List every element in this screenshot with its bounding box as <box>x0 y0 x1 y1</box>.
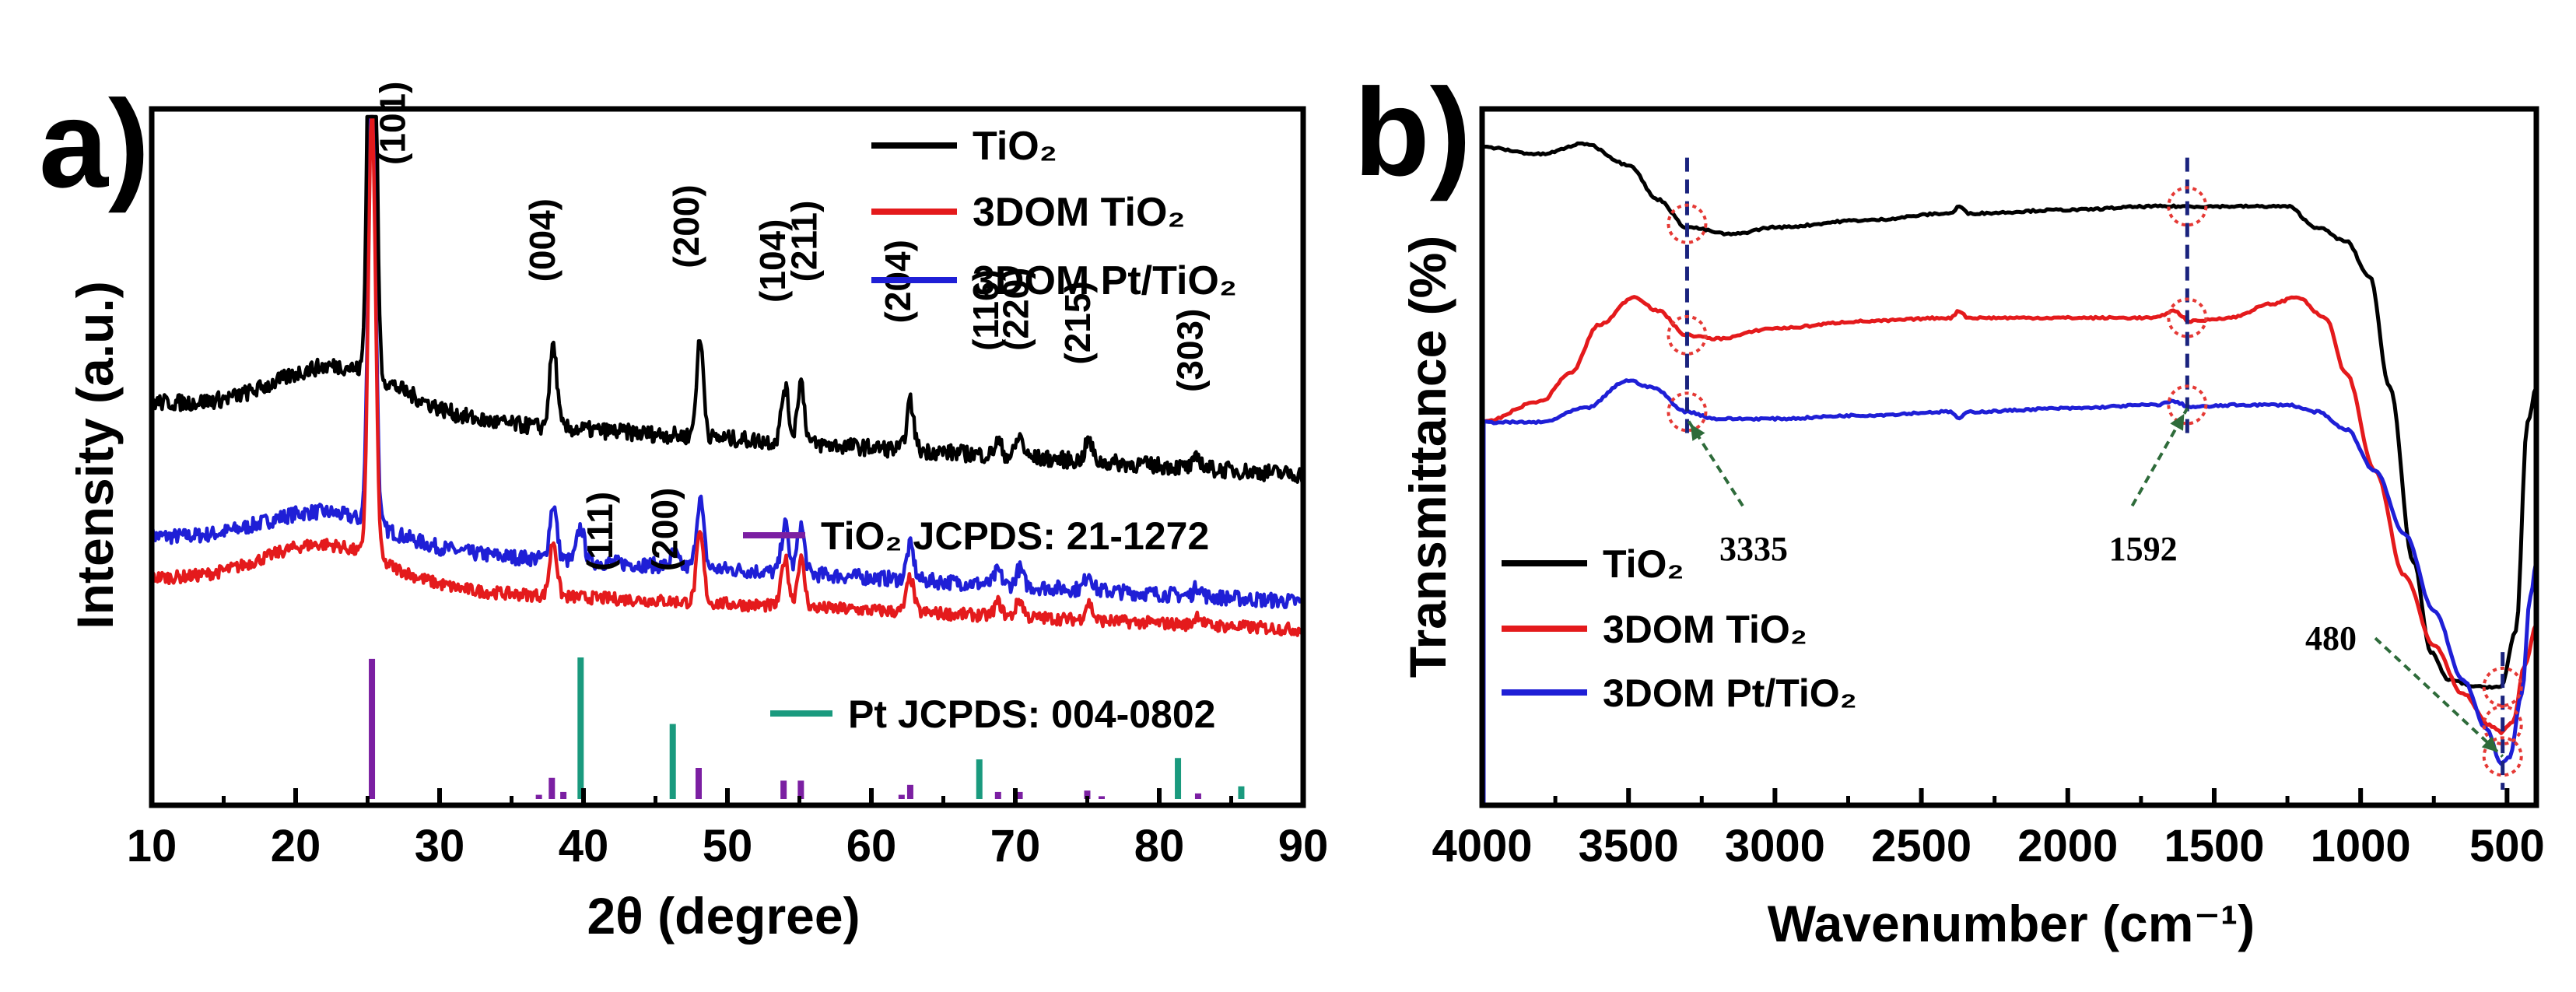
xrd-series-0 <box>149 114 1306 484</box>
peak-label-group: (104) <box>752 219 793 303</box>
ftir-series-2 <box>1481 378 2539 766</box>
ftir-series-1 <box>1481 295 2539 735</box>
legend-label-1: 3DOM TiO₂ <box>973 190 1186 235</box>
peak-label: (101) <box>373 82 413 165</box>
panel-a-label: a) <box>39 74 149 213</box>
panel-a-y-label: Intensity (a.u.) <box>66 281 124 629</box>
peak-label: (303) <box>1170 309 1211 392</box>
annotation-label-1: 1592 <box>2109 530 2178 568</box>
band-marker <box>1667 314 1708 356</box>
legend-label-0: TiO₂ <box>973 124 1057 169</box>
panel-a-x-label: 2θ (degree) <box>587 887 860 945</box>
annotation-arrow-2 <box>2374 636 2504 758</box>
panel-a-x-axis: 10 20 30 40 50 60 70 80 90 <box>127 788 1329 871</box>
panel-a: a) (101)(004) (200) (104)(211) (204) (116)(2… <box>39 74 1328 945</box>
peak-label: (220) <box>996 268 1036 351</box>
band-marker <box>1667 391 1708 433</box>
annotation-label-2: 480 <box>2305 619 2357 657</box>
legend-label-2: 3DOM Pt/TiO₂ <box>973 258 1237 303</box>
peak-label: (104) <box>752 219 793 303</box>
panel-a-plot: (101)(004) (200) (104)(211) (204) (116)(220)… <box>149 82 1306 799</box>
band-marker <box>2167 186 2208 227</box>
peak-label-group: (200) <box>644 488 685 571</box>
ftir-series-0 <box>1481 141 2539 690</box>
x-tick-label: 2500 <box>1871 821 1971 871</box>
band-marker <box>2482 736 2523 777</box>
panel-a-reference-legend: TiO₂ JCPDS: 21-1272 Pt JCPDS: 004-0802 <box>743 514 1215 736</box>
peak-label-group: (101) <box>373 82 413 165</box>
panel-b-label: b) <box>1354 62 1471 202</box>
peak-label: (200) <box>644 488 685 571</box>
band-marker <box>1667 203 1708 244</box>
band-marker <box>2482 705 2523 746</box>
legend-label-1: 3DOM TiO₂ <box>1603 608 1807 651</box>
x-tick-label: 3000 <box>1725 821 1825 871</box>
peak-label-group: (004) <box>522 198 563 282</box>
x-tick-label: 30 <box>415 821 465 871</box>
x-tick-label: 70 <box>990 821 1041 871</box>
peak-label: (116) <box>966 269 1006 351</box>
x-tick-label: 500 <box>2469 821 2545 871</box>
peak-label-group: (200) <box>666 184 706 268</box>
x-tick-label: 1000 <box>2311 821 2411 871</box>
x-tick-label: 1500 <box>2164 821 2264 871</box>
annotation-arrowhead-0 <box>1690 424 1705 441</box>
legend-label-2: 3DOM Pt/TiO₂ <box>1603 671 1857 715</box>
x-tick-label: 2000 <box>2017 821 2118 871</box>
panel-b-legend: TiO₂ 3DOM TiO₂ 3DOM Pt/TiO₂ <box>1502 542 1857 715</box>
band-marker <box>2167 297 2208 338</box>
legend-label-0: TiO₂ <box>1603 542 1684 586</box>
panel-b-frame <box>1479 106 2539 808</box>
annotation-label-0: 3335 <box>1719 530 1788 568</box>
panel-b-y-label: Transmittance (%) <box>1399 236 1456 678</box>
annotation-arrowhead-1 <box>2170 413 2185 431</box>
x-tick-label: 4000 <box>1432 821 1532 871</box>
x-tick-label: 10 <box>127 821 177 871</box>
panel-a-legend: TiO₂ 3DOM TiO₂ 3DOM Pt/TiO₂ <box>871 124 1237 303</box>
annotation-arrowhead-2 <box>2481 736 2498 752</box>
peak-label: (215) <box>1057 281 1098 364</box>
peak-label-group: (220) <box>996 268 1036 351</box>
x-tick-label: 3500 <box>1579 821 1679 871</box>
band-marker <box>2482 666 2523 707</box>
peak-label-group: (111) <box>580 492 620 571</box>
xrd-series-2 <box>149 114 1305 609</box>
peak-label: (111) <box>580 492 620 571</box>
peak-label: (211) <box>784 201 825 282</box>
x-tick-label: 80 <box>1134 821 1185 871</box>
xrd-series-1 <box>149 114 1305 637</box>
panel-b: b) 3335 1592 480 4000 3500 3000 2500 2000 1500 1… <box>1354 62 2545 952</box>
reference-label-0: TiO₂ JCPDS: 21-1272 <box>821 514 1209 558</box>
x-tick-label: 50 <box>703 821 753 871</box>
x-tick-label: 20 <box>271 821 321 871</box>
panel-b-x-axis: 4000 3500 3000 2500 2000 1500 1000 500 <box>1432 788 2545 871</box>
peak-label-group: (303) <box>1170 309 1211 392</box>
x-tick-label: 60 <box>846 821 897 871</box>
peak-label-group: (215) <box>1057 281 1098 364</box>
reference-label-1: Pt JCPDS: 004-0802 <box>848 692 1215 736</box>
peak-label: (004) <box>522 198 563 282</box>
band-marker <box>2167 384 2208 426</box>
x-tick-label: 40 <box>559 821 609 871</box>
peak-label-group: (116) <box>966 269 1006 351</box>
peak-label-group: (211) <box>784 201 825 282</box>
x-tick-label: 90 <box>1278 821 1329 871</box>
peak-label: (200) <box>666 184 706 268</box>
panel-b-x-label: Wavenumber (cm⁻¹) <box>1768 895 2255 952</box>
